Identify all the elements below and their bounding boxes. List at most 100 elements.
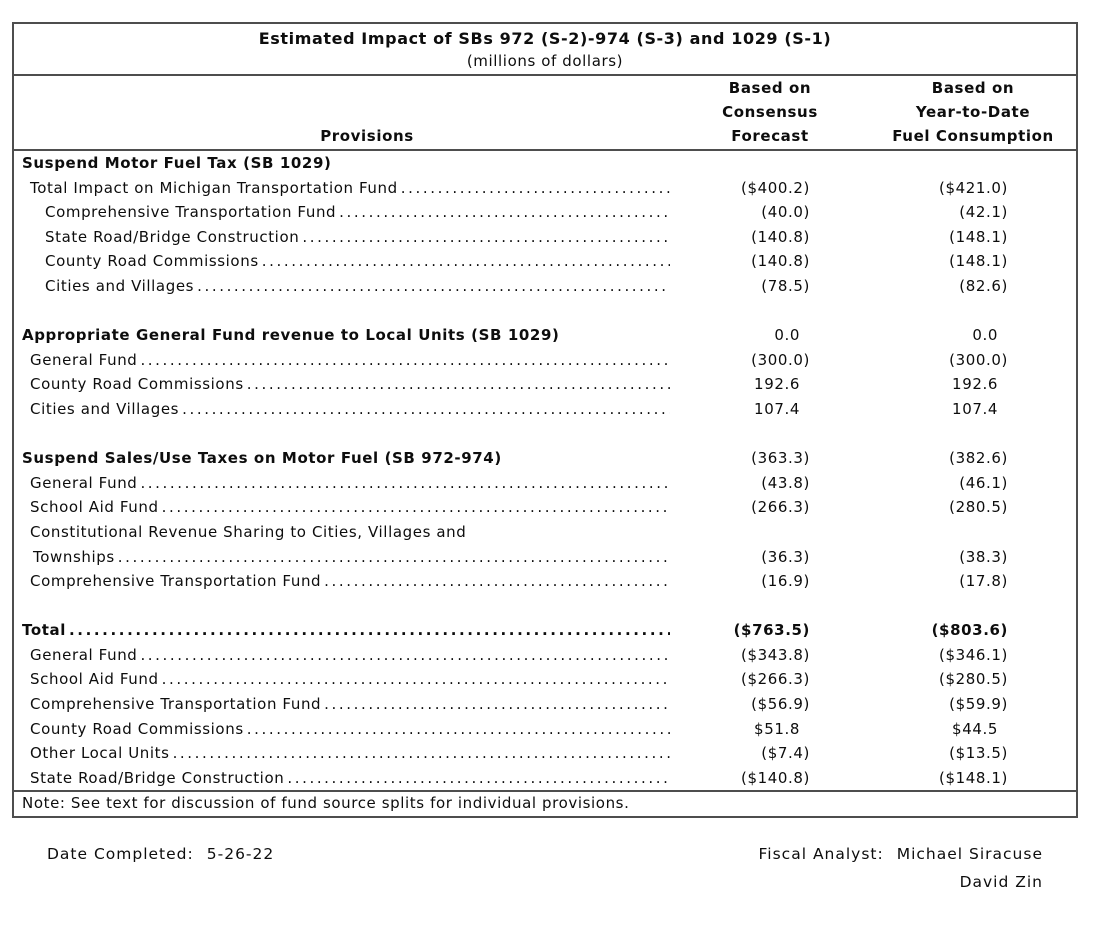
row-label-text: Townships bbox=[33, 547, 115, 566]
row-value-ytd: ($421.0) bbox=[870, 176, 1076, 201]
value-text: (148.1) bbox=[949, 252, 1008, 271]
row-value-consensus: (300.0) bbox=[670, 348, 870, 373]
column-header-line: Based on bbox=[931, 79, 1015, 97]
column-header-line: Fuel Consumption bbox=[892, 127, 1054, 145]
row-value-consensus: ($7.4) bbox=[670, 741, 870, 766]
fiscal-analyst-label: Fiscal Analyst: bbox=[758, 845, 884, 863]
value-text: $51.8 bbox=[754, 719, 800, 738]
row-value-consensus bbox=[670, 520, 870, 545]
row-value-consensus: ($266.3) bbox=[670, 667, 870, 692]
value-text: 107.4 bbox=[754, 399, 800, 418]
row-value-ytd: (42.1) bbox=[870, 200, 1076, 225]
value-text: (266.3) bbox=[751, 498, 810, 517]
value-text: 192.6 bbox=[952, 375, 998, 394]
table-row: County Road Commissions.................… bbox=[14, 249, 1076, 274]
row-label-text: Comprehensive Transportation Fund bbox=[45, 203, 337, 222]
value-text: ($56.9) bbox=[751, 695, 810, 714]
row-value-consensus: 107.4 bbox=[670, 397, 870, 422]
row-label-text: General Fund bbox=[30, 645, 138, 664]
column-header-provisions: Provisions bbox=[320, 127, 414, 145]
table-row bbox=[14, 299, 1076, 324]
row-label: Total Impact on Michigan Transportation … bbox=[14, 176, 670, 201]
table-row: School Aid Fund.........................… bbox=[14, 495, 1076, 520]
value-text: (46.1) bbox=[959, 473, 1008, 492]
value-text: (43.8) bbox=[761, 473, 810, 492]
value-text: (36.3) bbox=[761, 547, 810, 566]
row-label: County Road Commissions.................… bbox=[14, 717, 670, 742]
dot-leader: ........................................… bbox=[339, 203, 670, 222]
column-header-line: Consensus bbox=[722, 103, 818, 121]
value-text: (140.8) bbox=[751, 252, 810, 271]
table-row: Constitutional Revenue Sharing to Cities… bbox=[14, 520, 1076, 545]
table-row: County Road Commissions.................… bbox=[14, 372, 1076, 397]
column-header-ytd-fuel-consumption: Based on Year-to-Date Fuel Consumption bbox=[870, 76, 1076, 148]
row-label-text: General Fund bbox=[30, 473, 138, 492]
table-row: State Road/Bridge Construction..........… bbox=[14, 225, 1076, 250]
row-value-ytd: (148.1) bbox=[870, 249, 1076, 274]
row-value-ytd: (17.8) bbox=[870, 569, 1076, 594]
row-value-consensus: 192.6 bbox=[670, 372, 870, 397]
table-row: General Fund............................… bbox=[14, 643, 1076, 668]
value-text: ($266.3) bbox=[741, 670, 810, 689]
row-value-consensus: ($763.5) bbox=[670, 618, 870, 643]
value-text: ($421.0) bbox=[939, 178, 1008, 197]
row-value-ytd: ($148.1) bbox=[870, 766, 1076, 791]
value-text: 192.6 bbox=[754, 375, 800, 394]
row-label: School Aid Fund.........................… bbox=[14, 495, 670, 520]
row-label-text: Comprehensive Transportation Fund bbox=[30, 572, 322, 591]
row-label: Townships...............................… bbox=[14, 545, 670, 570]
row-label: School Aid Fund.........................… bbox=[14, 667, 670, 692]
row-label-text: Suspend Sales/Use Taxes on Motor Fuel (S… bbox=[22, 449, 502, 468]
row-value-consensus: (140.8) bbox=[670, 249, 870, 274]
row-label-text: General Fund bbox=[30, 350, 138, 369]
row-value-consensus: (140.8) bbox=[670, 225, 870, 250]
row-label: General Fund............................… bbox=[14, 348, 670, 373]
row-value-consensus: (363.3) bbox=[670, 446, 870, 471]
dot-leader: ........................................… bbox=[287, 768, 670, 787]
row-label-text: County Road Commissions bbox=[45, 252, 259, 271]
row-value-ytd: 192.6 bbox=[870, 372, 1076, 397]
row-value-consensus bbox=[670, 151, 870, 176]
row-label: Cities and Villages.....................… bbox=[14, 274, 670, 299]
value-text: (300.0) bbox=[751, 350, 810, 369]
value-text: $44.5 bbox=[952, 719, 998, 738]
table-row: Cities and Villages.....................… bbox=[14, 397, 1076, 422]
row-label: County Road Commissions.................… bbox=[14, 249, 670, 274]
date-completed-value: 5-26-22 bbox=[206, 845, 275, 863]
table-title-block: Estimated Impact of SBs 972 (S-2)-974 (S… bbox=[14, 24, 1076, 76]
row-label-text: Constitutional Revenue Sharing to Cities… bbox=[30, 522, 467, 541]
row-value-consensus: $51.8 bbox=[670, 717, 870, 742]
row-value-ytd: (38.3) bbox=[870, 545, 1076, 570]
row-label-text: School Aid Fund bbox=[30, 498, 159, 517]
row-label: State Road/Bridge Construction..........… bbox=[14, 766, 670, 791]
row-label: County Road Commissions.................… bbox=[14, 372, 670, 397]
value-text: (16.9) bbox=[748, 569, 810, 594]
row-value-ytd: (382.6) bbox=[870, 446, 1076, 471]
row-label: Comprehensive Transportation Fund.......… bbox=[14, 569, 670, 594]
row-value-ytd: ($803.6) bbox=[870, 618, 1076, 643]
row-label: General Fund............................… bbox=[14, 471, 670, 496]
row-label-text: Comprehensive Transportation Fund bbox=[30, 695, 322, 714]
table-row: General Fund............................… bbox=[14, 348, 1076, 373]
table-row: Suspend Motor Fuel Tax (SB 1029) bbox=[14, 151, 1076, 176]
row-value-ytd: 0.0 bbox=[870, 323, 1076, 348]
value-text: ($280.5) bbox=[939, 670, 1008, 689]
row-label: Other Local Units.......................… bbox=[14, 741, 670, 766]
dot-leader: ........................................… bbox=[324, 695, 670, 714]
row-value-ytd bbox=[870, 151, 1076, 176]
table-row: Cities and Villages.....................… bbox=[14, 274, 1076, 299]
table-row: General Fund............................… bbox=[14, 471, 1076, 496]
value-text: (40.0) bbox=[761, 203, 810, 222]
row-value-consensus: 0.0 bbox=[670, 323, 870, 348]
row-label-text: Total bbox=[22, 621, 66, 640]
table-subtitle: (millions of dollars) bbox=[466, 52, 624, 70]
row-value-ytd: ($280.5) bbox=[870, 667, 1076, 692]
row-value-consensus: ($140.8) bbox=[670, 766, 870, 791]
value-text: (148.1) bbox=[949, 227, 1008, 246]
row-value-ytd: $44.5 bbox=[870, 717, 1076, 742]
row-label: Appropriate General Fund revenue to Loca… bbox=[14, 323, 670, 348]
dot-leader: ........................................… bbox=[117, 547, 670, 566]
table-row: Other Local Units.......................… bbox=[14, 741, 1076, 766]
row-value-consensus: ($343.8) bbox=[670, 643, 870, 668]
table-body: Suspend Motor Fuel Tax (SB 1029) Total Im… bbox=[14, 151, 1076, 790]
